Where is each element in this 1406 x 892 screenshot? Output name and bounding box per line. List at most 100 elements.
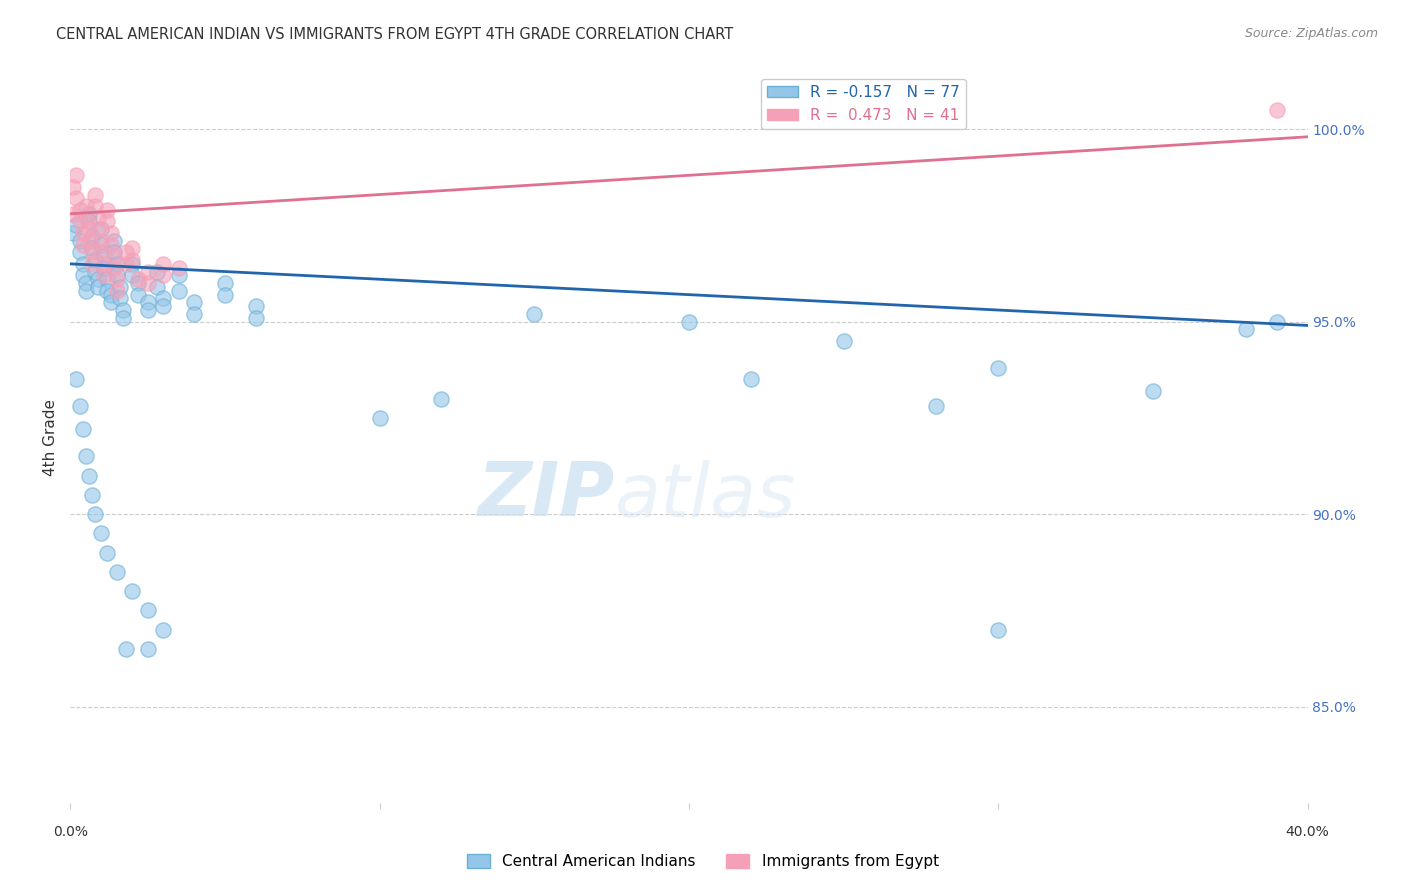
Point <box>87 222 110 236</box>
Point <box>152 292 174 306</box>
Point <box>80 488 103 502</box>
Point <box>77 234 100 248</box>
Point <box>90 245 112 260</box>
Point <box>214 287 236 301</box>
Point <box>90 526 112 541</box>
Point <box>84 199 107 213</box>
Point <box>69 234 91 248</box>
Point <box>136 295 159 310</box>
Point <box>1142 384 1164 398</box>
Point <box>96 284 118 298</box>
Point <box>72 226 94 240</box>
Point <box>75 284 97 298</box>
Point <box>80 257 103 271</box>
Point <box>115 641 138 656</box>
Text: 40.0%: 40.0% <box>1285 825 1330 838</box>
Point <box>77 214 100 228</box>
Point <box>80 230 103 244</box>
Point <box>75 199 97 213</box>
Point <box>72 237 94 252</box>
Point <box>72 257 94 271</box>
Point <box>65 219 87 233</box>
Point <box>105 272 128 286</box>
Point <box>121 257 143 271</box>
Point <box>987 360 1010 375</box>
Point <box>103 234 125 248</box>
Point <box>80 242 103 256</box>
Point <box>152 623 174 637</box>
Point <box>103 260 125 275</box>
Legend: R = -0.157   N = 77, R =  0.473   N = 41: R = -0.157 N = 77, R = 0.473 N = 41 <box>761 79 966 128</box>
Point <box>987 623 1010 637</box>
Point <box>1265 315 1288 329</box>
Point <box>111 303 134 318</box>
Point <box>925 399 948 413</box>
Point <box>167 260 190 275</box>
Point <box>75 211 97 225</box>
Point <box>84 252 107 267</box>
Text: ZIP: ZIP <box>478 459 614 533</box>
Point <box>90 234 112 248</box>
Point <box>65 372 87 386</box>
Point <box>245 310 267 325</box>
Point <box>100 295 122 310</box>
Point <box>111 310 134 325</box>
Point <box>100 226 122 240</box>
Point <box>84 264 107 278</box>
Point <box>90 237 112 252</box>
Point <box>105 268 128 283</box>
Point <box>62 179 84 194</box>
Point <box>167 284 190 298</box>
Point <box>152 299 174 313</box>
Point <box>103 245 125 260</box>
Point <box>1265 103 1288 117</box>
Point <box>96 202 118 217</box>
Point <box>167 268 190 283</box>
Point <box>136 303 159 318</box>
Point <box>69 202 91 217</box>
Point <box>245 299 267 313</box>
Point <box>136 603 159 617</box>
Point <box>93 249 115 263</box>
Point <box>65 169 87 183</box>
Point <box>127 272 149 286</box>
Point <box>72 422 94 436</box>
Point <box>62 207 84 221</box>
Point <box>368 410 391 425</box>
Point <box>108 292 131 306</box>
Point <box>115 257 138 271</box>
Point <box>127 287 149 301</box>
Point <box>127 276 149 290</box>
Point <box>105 565 128 579</box>
Point <box>121 268 143 283</box>
Point <box>62 226 84 240</box>
Point <box>77 207 100 221</box>
Point <box>121 252 143 267</box>
Point <box>87 211 110 225</box>
Point <box>69 399 91 413</box>
Point <box>93 268 115 283</box>
Point <box>121 242 143 256</box>
Legend: Central American Indians, Immigrants from Egypt: Central American Indians, Immigrants fro… <box>461 848 945 875</box>
Point <box>136 264 159 278</box>
Point <box>75 276 97 290</box>
Point <box>80 245 103 260</box>
Point <box>146 264 169 278</box>
Point <box>69 245 91 260</box>
Point <box>146 280 169 294</box>
Text: atlas: atlas <box>614 459 796 532</box>
Point <box>84 187 107 202</box>
Text: CENTRAL AMERICAN INDIAN VS IMMIGRANTS FROM EGYPT 4TH GRADE CORRELATION CHART: CENTRAL AMERICAN INDIAN VS IMMIGRANTS FR… <box>56 27 734 42</box>
Point <box>65 191 87 205</box>
Point <box>152 257 174 271</box>
Point <box>96 272 118 286</box>
Point <box>103 249 125 263</box>
Point <box>832 334 855 348</box>
Point <box>77 222 100 236</box>
Point <box>93 257 115 271</box>
Point <box>105 257 128 271</box>
Point <box>72 268 94 283</box>
Point <box>136 276 159 290</box>
Point <box>1234 322 1257 336</box>
Point <box>105 284 128 298</box>
